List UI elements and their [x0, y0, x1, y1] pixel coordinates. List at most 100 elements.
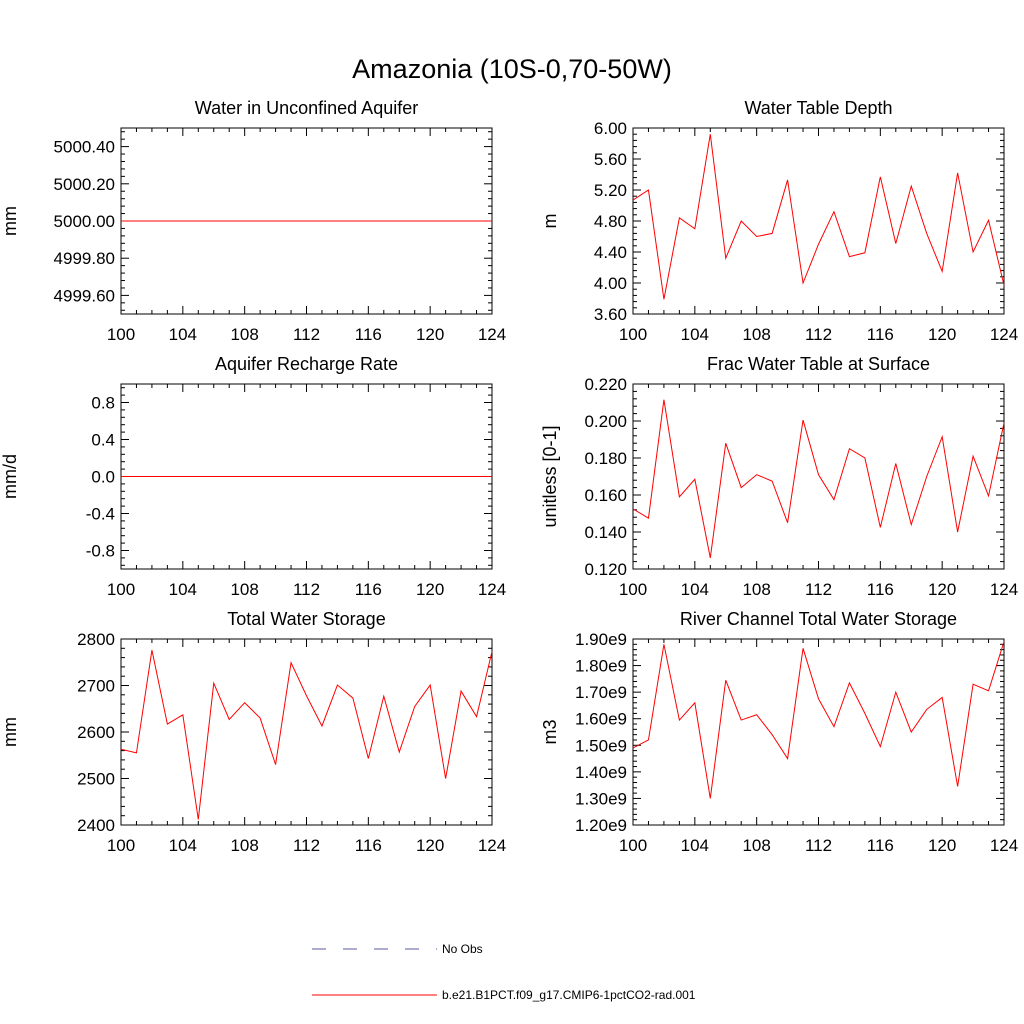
- y-axis-label: unitless [0-1]: [540, 425, 560, 527]
- y-tick-label: 1.50e9: [575, 736, 627, 755]
- x-tick-label: 100: [107, 325, 135, 344]
- x-tick-label: 120: [928, 836, 956, 855]
- legend: No Obs b.e21.B1PCT.f09_g17.CMIP6-1pctCO2…: [312, 942, 696, 1002]
- series-line: [632, 134, 1005, 300]
- y-tick-label: 2700: [77, 677, 115, 696]
- x-tick-label: 100: [107, 836, 135, 855]
- x-tick-label: 116: [867, 836, 894, 855]
- x-tick-label: 124: [478, 836, 506, 855]
- series-line: [632, 641, 1005, 799]
- x-tick-label: 120: [416, 836, 444, 855]
- y-tick-label: 1.20e9: [575, 816, 627, 835]
- y-tick-label: 4.40: [594, 243, 627, 262]
- x-tick-label: 112: [293, 325, 320, 344]
- y-tick-label: 0.160: [584, 486, 627, 505]
- y-tick-label: 0.120: [584, 560, 627, 579]
- y-axis-label: mm: [0, 206, 20, 236]
- y-tick-label: 5000.40: [54, 138, 115, 157]
- y-tick-label: -0.8: [86, 542, 115, 561]
- x-tick-label: 108: [742, 836, 770, 855]
- x-tick-label: 108: [230, 836, 258, 855]
- plot-frame: [632, 127, 1005, 315]
- x-tick-label: 116: [355, 836, 382, 855]
- x-tick-label: 108: [230, 325, 258, 344]
- x-tick-label: 124: [990, 325, 1018, 344]
- panel-title: Aquifer Recharge Rate: [215, 354, 398, 374]
- y-tick-label: 5.60: [594, 150, 627, 169]
- y-tick-label: 0.220: [584, 375, 627, 394]
- plot-frame: [120, 638, 493, 826]
- y-tick-label: 1.90e9: [575, 630, 627, 649]
- x-tick-label: 100: [619, 580, 647, 599]
- y-tick-label: 0.8: [91, 394, 115, 413]
- x-tick-label: 100: [619, 836, 647, 855]
- y-tick-label: 2800: [77, 630, 115, 649]
- y-tick-label: 5000.20: [54, 175, 115, 194]
- x-tick-label: 104: [681, 580, 709, 599]
- x-tick-label: 124: [990, 836, 1018, 855]
- x-tick-label: 112: [293, 580, 320, 599]
- panel-0: Water in Unconfined Aquifer mm 100 104 108 11…: [0, 98, 506, 344]
- y-tick-label: 0.180: [584, 449, 627, 468]
- x-tick-label: 120: [928, 580, 956, 599]
- panel-3: Frac Water Table at Surface unitless [0-1…: [540, 354, 1018, 599]
- x-tick-label: 112: [805, 580, 832, 599]
- x-tick-label: 100: [107, 580, 135, 599]
- x-tick-label: 104: [169, 325, 197, 344]
- x-tick-label: 116: [355, 325, 382, 344]
- panels: Water in Unconfined Aquifer mm 100 104 108 11…: [0, 98, 1018, 855]
- x-tick-label: 112: [805, 325, 832, 344]
- y-axis-label: mm/d: [0, 454, 20, 499]
- series-line: [120, 650, 493, 820]
- x-tick-label: 124: [990, 580, 1018, 599]
- x-tick-label: 104: [681, 325, 709, 344]
- y-tick-label: 0.140: [584, 523, 627, 542]
- x-tick-label: 112: [805, 836, 832, 855]
- panel-5: River Channel Total Water Storage m3 100 10…: [540, 609, 1018, 855]
- y-tick-label: 1.60e9: [575, 710, 627, 729]
- y-tick-label: 0.0: [91, 468, 115, 487]
- y-tick-label: 4999.60: [54, 286, 115, 305]
- y-tick-label: -0.4: [86, 505, 115, 524]
- x-tick-label: 116: [867, 325, 894, 344]
- y-axis-label: mm: [0, 717, 20, 747]
- y-tick-label: 4.80: [594, 212, 627, 231]
- x-tick-label: 124: [478, 580, 506, 599]
- legend-label-model-run: b.e21.B1PCT.f09_g17.CMIP6-1pctCO2-rad.00…: [442, 988, 696, 1002]
- y-axis-label: m: [540, 214, 560, 229]
- panel-title: Total Water Storage: [227, 609, 385, 629]
- x-tick-label: 120: [928, 325, 956, 344]
- panel-title: Water Table Depth: [744, 98, 892, 118]
- y-tick-label: 2500: [77, 770, 115, 789]
- y-tick-label: 0.200: [584, 412, 627, 431]
- x-tick-label: 100: [619, 325, 647, 344]
- x-tick-label: 104: [169, 836, 197, 855]
- y-tick-label: 5000.00: [54, 212, 115, 231]
- y-tick-label: 1.70e9: [575, 683, 627, 702]
- x-tick-label: 120: [416, 580, 444, 599]
- y-tick-label: 4999.80: [54, 249, 115, 268]
- panel-2: Aquifer Recharge Rate mm/d 100 104 108 112 116…: [0, 354, 506, 599]
- y-tick-label: 2400: [77, 816, 115, 835]
- panel-1: Water Table Depth m 100 104 108 112 116 120 124 3…: [540, 98, 1018, 344]
- y-tick-label: 0.4: [91, 431, 115, 450]
- panel-title: Frac Water Table at Surface: [707, 354, 930, 374]
- x-tick-label: 116: [355, 580, 382, 599]
- y-tick-label: 1.80e9: [575, 657, 627, 676]
- x-tick-label: 116: [867, 580, 894, 599]
- panel-title: River Channel Total Water Storage: [680, 609, 957, 629]
- y-tick-label: 1.40e9: [575, 763, 627, 782]
- x-tick-label: 108: [742, 325, 770, 344]
- legend-label-no-obs: No Obs: [442, 942, 483, 956]
- y-tick-label: 4.00: [594, 274, 627, 293]
- y-tick-label: 2600: [77, 723, 115, 742]
- y-axis-label: m3: [540, 719, 560, 744]
- series-line: [632, 399, 1005, 558]
- x-tick-label: 120: [416, 325, 444, 344]
- y-tick-label: 1.30e9: [575, 789, 627, 808]
- x-tick-label: 104: [681, 836, 709, 855]
- x-tick-label: 124: [478, 325, 506, 344]
- y-tick-label: 6.00: [594, 119, 627, 138]
- panel-4: Total Water Storage mm 100 104 108 112 116 120 1…: [0, 609, 506, 855]
- y-tick-label: 3.60: [594, 305, 627, 324]
